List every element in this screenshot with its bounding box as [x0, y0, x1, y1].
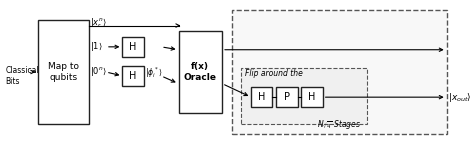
- Text: H: H: [129, 42, 137, 52]
- Text: $|x_r^n\rangle$: $|x_r^n\rangle$: [91, 17, 107, 30]
- FancyBboxPatch shape: [232, 10, 447, 134]
- Text: H: H: [309, 92, 316, 102]
- Text: P: P: [284, 92, 290, 102]
- Text: Map to
qubits: Map to qubits: [48, 62, 79, 82]
- Text: H: H: [258, 92, 265, 102]
- Text: $|0^n\rangle$: $|0^n\rangle$: [91, 66, 107, 78]
- Text: f(x)
Oracle: f(x) Oracle: [184, 62, 217, 82]
- FancyBboxPatch shape: [276, 88, 298, 107]
- FancyBboxPatch shape: [38, 20, 89, 124]
- Text: Flip around the: Flip around the: [246, 69, 303, 78]
- FancyBboxPatch shape: [179, 31, 222, 113]
- Text: $|1\rangle$: $|1\rangle$: [91, 40, 103, 53]
- Text: H: H: [129, 71, 137, 81]
- Text: Classical
Bits: Classical Bits: [5, 66, 39, 86]
- FancyBboxPatch shape: [122, 66, 144, 86]
- Text: $N_{\sqrt{4}}$ Stages: $N_{\sqrt{4}}$ Stages: [317, 118, 361, 131]
- FancyBboxPatch shape: [251, 88, 273, 107]
- FancyBboxPatch shape: [122, 37, 144, 56]
- FancyBboxPatch shape: [241, 68, 367, 124]
- Text: $|\phi_i^*\rangle$: $|\phi_i^*\rangle$: [145, 66, 162, 80]
- FancyBboxPatch shape: [301, 88, 323, 107]
- Text: $|x_{out}\rangle$: $|x_{out}\rangle$: [447, 91, 471, 104]
